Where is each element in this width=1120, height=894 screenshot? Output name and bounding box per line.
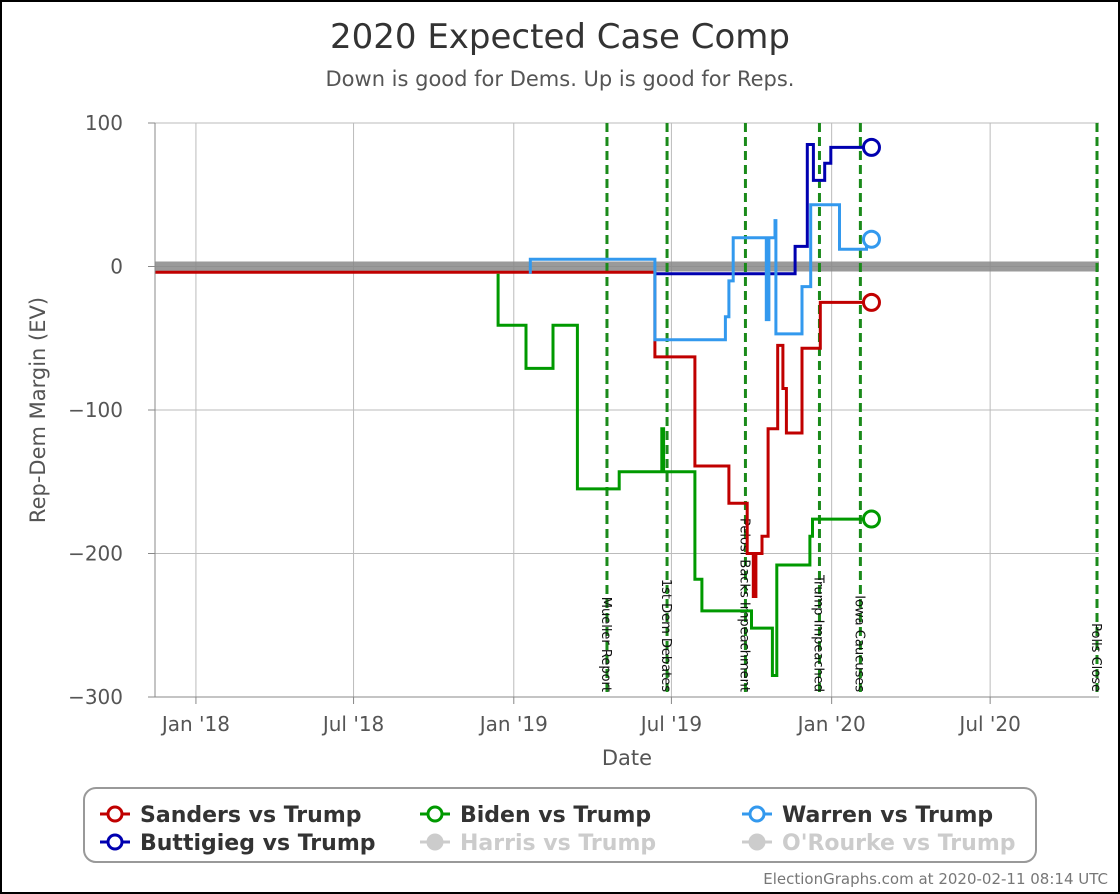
series-line bbox=[155, 270, 867, 598]
chart-subtitle: Down is good for Dems. Up is good for Re… bbox=[326, 67, 795, 91]
x-tick-label: Jan '19 bbox=[478, 712, 548, 736]
x-tick-label: Jul '19 bbox=[639, 712, 702, 736]
series-line bbox=[496, 273, 867, 677]
legend-item-label[interactable]: Buttigieg vs Trump bbox=[140, 831, 376, 856]
chart-title: 2020 Expected Case Comp bbox=[330, 17, 790, 57]
credit-text: ElectionGraphs.com at 2020-02-11 08:14 U… bbox=[763, 870, 1108, 888]
event-label: Mueller Report bbox=[598, 597, 613, 692]
legend-item-label[interactable]: Harris vs Trump bbox=[460, 831, 656, 856]
y-axis-label: Rep-Dem Margin (EV) bbox=[26, 297, 50, 523]
legend-item-label[interactable]: O'Rourke vs Trump bbox=[782, 831, 1016, 856]
legend-swatch-marker[interactable] bbox=[106, 833, 124, 851]
axes: 100 0 −100 −200 −300 Jan '18 Jul '18 Jan '19 Jul… bbox=[68, 111, 1099, 736]
event-label: 1st Dem Debates bbox=[658, 579, 673, 692]
x-tick-label: Jul '20 bbox=[957, 712, 1020, 736]
legend-item-label[interactable]: Biden vs Trump bbox=[460, 803, 651, 828]
legend-swatch-marker[interactable] bbox=[106, 805, 124, 823]
y-tick-label: −100 bbox=[68, 398, 123, 422]
legend-item-label[interactable]: Sanders vs Trump bbox=[140, 803, 362, 828]
y-tick-label: 100 bbox=[85, 111, 123, 135]
series-lines bbox=[155, 137, 881, 677]
x-axis-label: Date bbox=[602, 746, 652, 770]
series-end-marker bbox=[861, 229, 881, 249]
series-end-marker bbox=[861, 137, 881, 157]
legend-item-label[interactable]: Warren vs Trump bbox=[782, 803, 993, 828]
series-end-marker bbox=[861, 509, 881, 529]
zero-band-rect bbox=[155, 261, 1099, 272]
x-tick-label: Jan '18 bbox=[160, 712, 230, 736]
legend-swatch-marker[interactable] bbox=[748, 805, 766, 823]
y-tick-label: 0 bbox=[110, 255, 123, 279]
x-tick-label: Jul '18 bbox=[321, 712, 384, 736]
y-tick-label: −200 bbox=[68, 542, 123, 566]
event-label: Pelosi Backs Impeachment bbox=[736, 518, 751, 692]
grid bbox=[155, 122, 1099, 698]
event-label: Polls Close bbox=[1088, 623, 1103, 692]
legend-swatch-marker[interactable] bbox=[426, 805, 444, 823]
event-label: Trump Impeached bbox=[810, 574, 825, 692]
y-tick-label: −300 bbox=[68, 685, 123, 709]
series-line bbox=[654, 143, 867, 276]
zero-band bbox=[155, 261, 1099, 272]
series-end-marker bbox=[861, 292, 881, 312]
x-tick-label: Jan '20 bbox=[796, 712, 866, 736]
legend: Sanders vs Trump Biden vs Trump Warren vs … bbox=[83, 787, 1037, 863]
legend-box bbox=[83, 787, 1037, 863]
event-label: Iowa Caucuses bbox=[851, 595, 866, 692]
event-markers: Mueller Report 1st Dem Debates Pelosi Back… bbox=[598, 123, 1103, 697]
legend-swatch-marker[interactable] bbox=[748, 833, 766, 851]
series-line bbox=[528, 203, 868, 342]
legend-swatch-marker[interactable] bbox=[426, 833, 444, 851]
